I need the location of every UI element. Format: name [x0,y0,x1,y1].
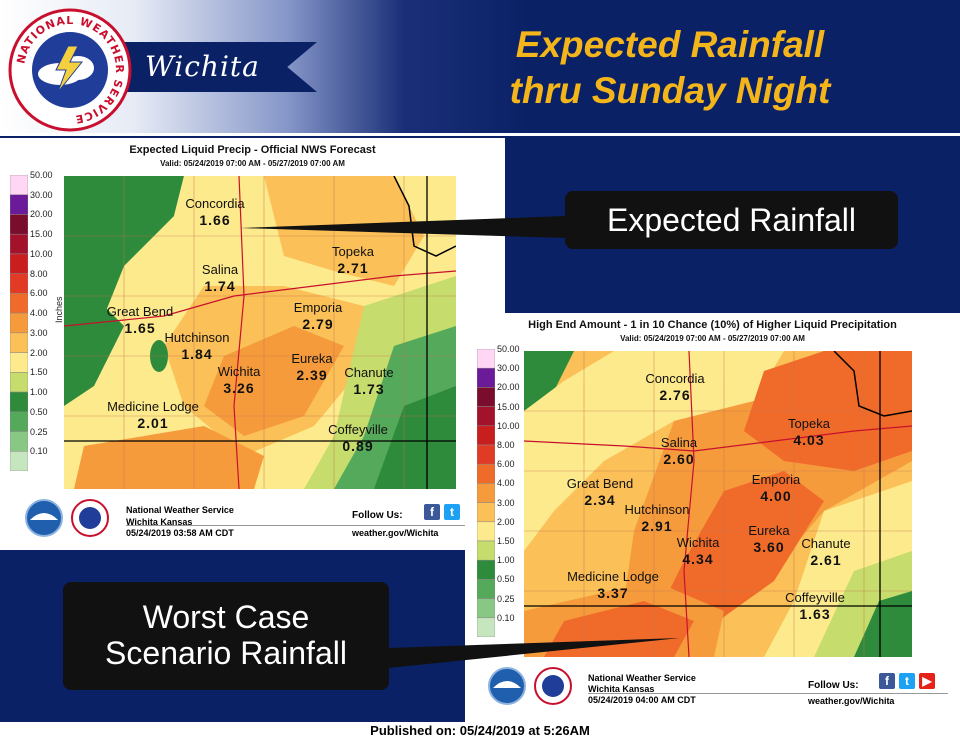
office-name: Wichita [145,50,260,83]
precip-legend [477,349,495,637]
city-salina: Salina 2.60 [660,435,698,467]
legend-break-label: 8.00 [497,440,515,450]
footer-location: Wichita Kansas [588,684,655,694]
city-coffeyville: Coffeyville 1.63 [785,590,845,622]
office-tab [105,42,317,92]
city-chanute: Chanute 2.61 [801,536,851,568]
expected-rainfall-map-card: Expected Liquid Precip - Official NWS Fo… [0,138,505,550]
precip-map-1 [64,176,456,489]
callout-worst-line-1: Worst Case [142,599,310,635]
city-concordia: Concordia 2.76 [645,371,705,403]
footer-org: National Weather Service [126,505,234,515]
footer-location: Wichita Kansas [126,517,193,527]
legend-break-label: 50.00 [30,170,53,180]
twitter-icon[interactable]: t [444,504,460,520]
city-emporia: Emporia 2.79 [293,300,343,332]
footer-divider [588,693,948,694]
city-wichita: Wichita 3.26 [217,364,261,396]
title-line-1: Expected Rainfall [515,24,825,65]
footer-divider [126,525,496,526]
city-eureka: Eureka 2.39 [291,351,333,383]
callout-expected-rainfall: Expected Rainfall [565,191,898,249]
city-great-bend: Great Bend 2.34 [566,476,634,508]
city-medicine-lodge: Medicine Lodge 2.01 [107,399,199,431]
header-divider [0,133,960,136]
youtube-icon[interactable]: ▶ [919,673,935,689]
city-hutchinson: Hutchinson 1.84 [164,330,230,362]
legend-break-label: 1.00 [497,555,515,566]
legend-break-label: 0.50 [497,574,515,585]
legend-break-label: 0.50 [30,406,48,417]
legend-break-label: 10.00 [30,248,53,259]
city-emporia: Emporia 4.00 [751,472,801,504]
city-topeka: Topeka 2.71 [332,244,374,276]
city-salina: Salina 1.74 [201,262,239,294]
map-title: High End Amount - 1 in 10 Chance (10%) o… [528,319,897,331]
legend-break-label: 0.10 [497,612,515,623]
city-eureka: Eureka 3.60 [748,523,790,555]
worst-case-map-card: High End Amount - 1 in 10 Chance (10%) o… [465,313,960,723]
legend-break-label: 20.00 [30,209,53,220]
footer-org: National Weather Service [588,673,696,683]
city-topeka: Topeka 4.03 [788,416,830,448]
facebook-icon[interactable]: f [879,673,895,689]
map-valid-time: Valid: 05/24/2019 07:00 AM - 05/27/2019 … [620,334,805,343]
published-timestamp: Published on: 05/24/2019 at 5:26AM [0,722,960,740]
callout-worst-case: Worst Case Scenario Rainfall [63,582,389,690]
legend-break-label: 4.00 [30,308,48,319]
city-wichita: Wichita 4.34 [676,535,720,567]
precip-legend [10,175,28,471]
legend-break-label: 0.25 [30,426,48,437]
nws-logo-icon: NATIONAL WEATHER SERVICE [8,8,132,132]
legend-break-label: 0.10 [30,446,48,457]
legend-break-label: 1.50 [30,367,48,378]
twitter-icon[interactable]: t [899,673,915,689]
legend-break-label: 15.00 [497,401,520,412]
city-hutchinson: Hutchinson 2.91 [624,502,690,534]
follow-us-label: Follow Us: [352,510,403,521]
legend-break-label: 30.00 [30,189,53,200]
facebook-icon[interactable]: f [424,504,440,520]
legend-break-label: 2.00 [30,347,48,358]
legend-break-label: 4.00 [497,478,515,489]
legend-break-label: 10.00 [497,420,520,431]
follow-us-label: Follow Us: [808,680,859,691]
footer-timestamp: 05/24/2019 04:00 AM CDT [588,695,696,705]
city-coffeyville: Coffeyville 0.89 [328,422,388,454]
legend-break-label: 3.00 [30,327,48,338]
legend-break-label: 6.00 [497,459,515,470]
title-line-2: thru Sunday Night [509,70,831,111]
city-great-bend: Great Bend 1.65 [106,304,174,336]
map-valid-time: Valid: 05/24/2019 07:00 AM - 05/27/2019 … [160,159,345,168]
legend-break-label: 50.00 [497,344,520,354]
legend-break-label: 3.00 [497,497,515,508]
legend-break-label: 0.25 [497,593,515,604]
map-title: Expected Liquid Precip - Official NWS Fo… [129,144,376,156]
city-chanute: Chanute 1.73 [344,365,394,397]
precip-map-2 [524,351,912,657]
legend-break-label: 20.00 [497,382,520,393]
noaa-nws-logos-icon [25,499,109,537]
legend-break-label: 1.00 [30,387,48,398]
legend-break-label: 30.00 [497,363,520,374]
legend-break-label: 15.00 [30,229,53,240]
page-title: Expected Rainfall thru Sunday Night [430,22,910,114]
legend-break-label: 6.00 [30,288,48,299]
city-medicine-lodge: Medicine Lodge 3.37 [567,569,659,601]
callout-worst-line-2: Scenario Rainfall [105,635,347,671]
noaa-nws-logos-icon [488,667,572,705]
legend-break-label: 1.50 [497,536,515,546]
footer-website[interactable]: weather.gov/Wichita [352,528,439,538]
footer-website[interactable]: weather.gov/Wichita [808,696,895,706]
legend-break-label: 8.00 [30,268,48,279]
legend-break-label: 2.00 [497,516,515,527]
city-concordia: Concordia 1.66 [185,196,245,228]
footer-timestamp: 05/24/2019 03:58 AM CDT [126,528,234,538]
